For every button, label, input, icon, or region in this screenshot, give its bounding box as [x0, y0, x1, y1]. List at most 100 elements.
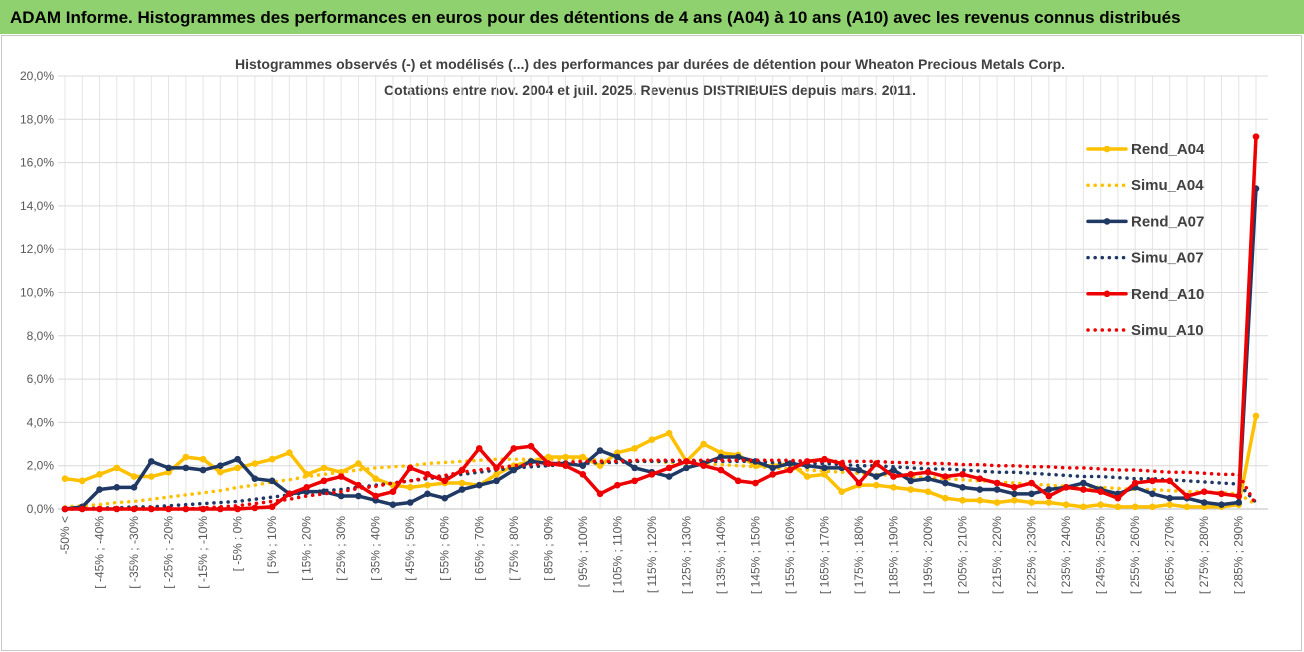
point	[855, 479, 863, 487]
chart-subtitle: Cotations entre nov. 2004 et juil. 2025.…	[384, 82, 916, 98]
x-tick-label: [ -45% ; -40%	[93, 516, 107, 589]
point	[631, 477, 638, 485]
header-title: ADAM Informe. Histogrammes des performan…	[10, 8, 1181, 27]
point	[493, 471, 500, 478]
point	[1080, 486, 1087, 493]
x-tick-label: [ 185% ; 190%	[887, 516, 901, 594]
point	[562, 462, 569, 470]
point	[355, 460, 362, 467]
point	[148, 473, 155, 480]
point	[217, 462, 224, 470]
point	[165, 505, 172, 513]
point	[1235, 499, 1243, 506]
point	[1166, 477, 1173, 485]
point	[303, 484, 310, 491]
point	[78, 477, 86, 485]
y-tick-label: 14,0%	[20, 199, 54, 213]
point	[510, 445, 518, 452]
point	[510, 466, 518, 474]
x-tick-label: [ 155% ; 160%	[783, 516, 797, 594]
point	[424, 490, 431, 498]
y-tick-label: 4,0%	[27, 415, 55, 429]
y-tick-label: 8,0%	[27, 329, 55, 343]
y-tick-label: 16,0%	[20, 156, 54, 170]
point	[424, 481, 431, 489]
x-tick-label: [ 15% ; 20%	[300, 516, 314, 581]
point	[372, 475, 379, 482]
point	[924, 488, 932, 495]
point	[821, 471, 828, 478]
point	[458, 479, 466, 487]
x-tick-label: [ 255% ; 260%	[1128, 516, 1142, 594]
point	[907, 486, 915, 493]
point	[424, 471, 431, 478]
point	[78, 505, 86, 513]
point	[1166, 501, 1173, 508]
point	[475, 445, 483, 452]
point	[1149, 490, 1156, 498]
point	[320, 464, 328, 472]
x-tick-label: [ 145% ; 150%	[748, 516, 762, 594]
x-tick-label: [ 195% ; 200%	[921, 516, 935, 594]
point	[96, 486, 103, 493]
point	[1200, 488, 1208, 495]
point	[1045, 499, 1053, 506]
point	[683, 464, 690, 472]
point	[648, 471, 656, 478]
point	[614, 481, 621, 489]
x-tick-label: [ 75% ; 80%	[507, 516, 521, 581]
point	[665, 473, 673, 480]
point	[475, 481, 483, 489]
observed-line	[63, 134, 1258, 511]
point	[337, 473, 345, 480]
legend-marker	[1103, 145, 1111, 153]
x-tick-label: [ 5% ; 10%	[265, 516, 279, 574]
x-tick-label: [ 95% ; 100%	[576, 516, 590, 588]
point	[976, 497, 984, 504]
point	[1149, 503, 1156, 511]
point	[907, 471, 915, 478]
point	[251, 504, 259, 512]
point	[924, 468, 932, 476]
point	[1011, 497, 1018, 504]
point	[441, 494, 449, 502]
point	[1200, 499, 1208, 506]
point	[872, 481, 880, 489]
legend-label: Simu_A10	[1131, 322, 1204, 339]
point	[596, 490, 604, 498]
point	[527, 442, 535, 450]
point	[1235, 492, 1243, 500]
point	[1183, 503, 1191, 511]
point	[596, 447, 604, 454]
model-line	[63, 459, 1258, 511]
point	[631, 445, 638, 452]
point	[199, 455, 207, 463]
x-tick-label: [ -15% ; -10%	[196, 516, 210, 589]
legend-label: Simu_A04	[1131, 177, 1204, 194]
x-tick-label: [ 265% ; 270%	[1163, 516, 1177, 594]
header-band	[0, 0, 1304, 34]
legend-label: Simu_A07	[1131, 250, 1204, 267]
point	[1166, 494, 1173, 502]
point	[993, 486, 1001, 493]
legend-marker	[1103, 290, 1111, 298]
x-tick-label: [ -5% ; 0%	[231, 516, 245, 572]
point	[1080, 479, 1087, 487]
point	[527, 458, 535, 465]
x-tick-label: [ 285% ; 290%	[1232, 516, 1246, 594]
x-tick-label: [ 175% ; 180%	[852, 516, 866, 594]
point	[406, 464, 414, 472]
point	[769, 464, 776, 472]
x-tick-label: [ 245% ; 250%	[1094, 516, 1108, 594]
point	[113, 464, 121, 472]
chart-title: Histogrammes observés (-) et modélisés (…	[235, 56, 1065, 72]
x-tick-label: [ 25% ; 30%	[334, 516, 348, 581]
point	[1080, 503, 1087, 511]
point	[1028, 479, 1035, 487]
x-tick-label: -50% <	[58, 516, 72, 554]
y-tick-label: 20,0%	[20, 69, 54, 83]
x-tick-label: [ 215% ; 220%	[990, 516, 1004, 594]
point	[268, 503, 276, 511]
point	[268, 455, 276, 463]
x-tick-label: [ 35% ; 40%	[369, 516, 383, 581]
